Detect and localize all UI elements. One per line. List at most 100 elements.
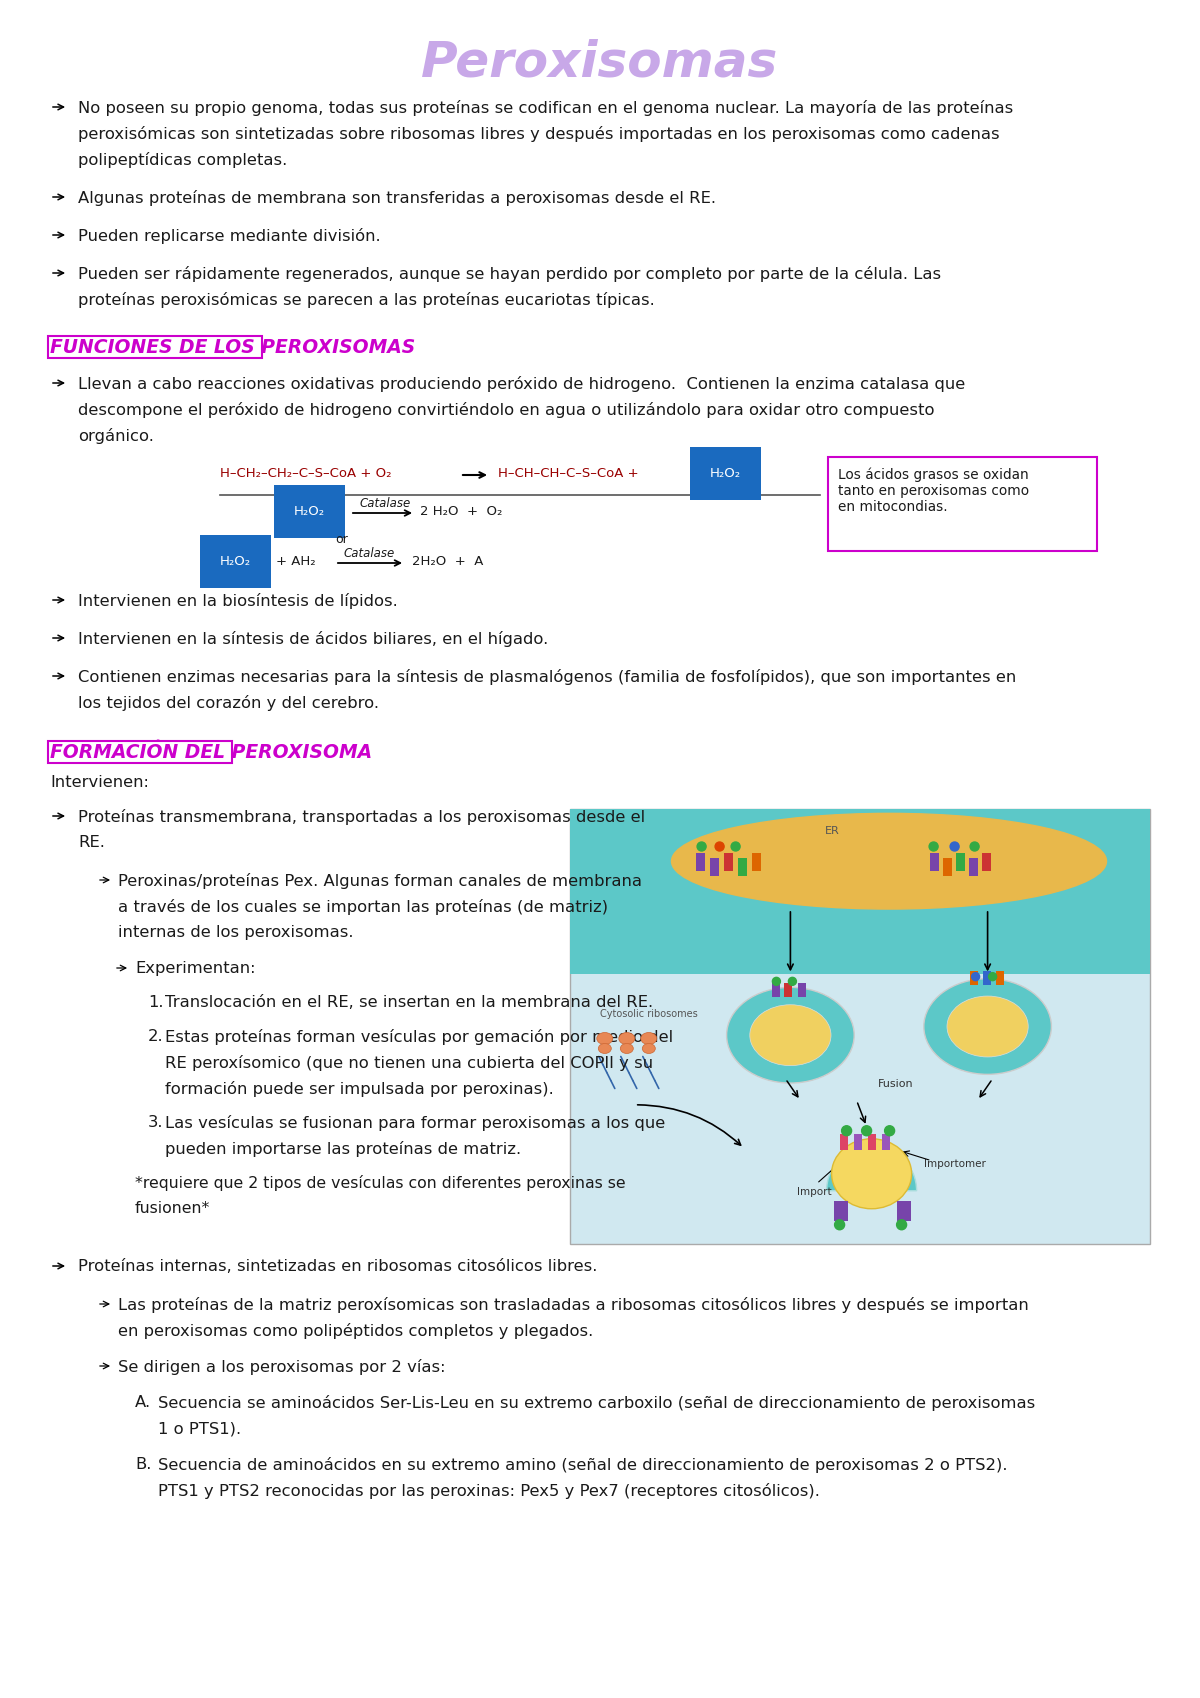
FancyBboxPatch shape bbox=[896, 1200, 911, 1221]
Text: Intervienen:: Intervienen: bbox=[50, 774, 149, 790]
Text: H₂O₂: H₂O₂ bbox=[294, 504, 325, 518]
Text: PTS1 y PTS2 reconocidas por las peroxinas: Pex5 y Pex7 (receptores citosólicos).: PTS1 y PTS2 reconocidas por las peroxina… bbox=[158, 1482, 820, 1499]
Text: Los ácidos grasos se oxidan
tanto en peroxisomas como
en mitocondias.: Los ácidos grasos se oxidan tanto en per… bbox=[838, 467, 1030, 514]
Text: formación puede ser impulsada por peroxinas).: formación puede ser impulsada por peroxi… bbox=[166, 1082, 553, 1097]
Text: H–CH₂–CH₂–C–S–CoA + O₂: H–CH₂–CH₂–C–S–CoA + O₂ bbox=[220, 467, 391, 481]
Ellipse shape bbox=[599, 1044, 611, 1053]
FancyBboxPatch shape bbox=[773, 983, 780, 997]
Text: descompone el peróxido de hidrogeno convirtiéndolo en agua o utilizándolo para o: descompone el peróxido de hidrogeno conv… bbox=[78, 402, 935, 418]
Text: + AH₂: + AH₂ bbox=[276, 555, 316, 569]
FancyBboxPatch shape bbox=[882, 1134, 889, 1150]
FancyBboxPatch shape bbox=[724, 852, 732, 871]
Text: Catalase: Catalase bbox=[343, 547, 395, 560]
Text: Secuencia se aminoácidos Ser-Lis-Leu en su extremo carboxilo (señal de direccion: Secuencia se aminoácidos Ser-Lis-Leu en … bbox=[158, 1396, 1036, 1411]
FancyBboxPatch shape bbox=[738, 857, 746, 876]
Text: Proteínas internas, sintetizadas en ribosomas citosólicos libres.: Proteínas internas, sintetizadas en ribo… bbox=[78, 1258, 598, 1274]
Circle shape bbox=[950, 842, 959, 851]
Text: ER: ER bbox=[826, 827, 840, 837]
Text: FORMACIÓN DEL PEROXISOMA: FORMACIÓN DEL PEROXISOMA bbox=[50, 744, 372, 762]
Text: Peroxisomas: Peroxisomas bbox=[421, 37, 779, 87]
Circle shape bbox=[884, 1126, 895, 1136]
FancyBboxPatch shape bbox=[570, 808, 1150, 1245]
Circle shape bbox=[989, 973, 996, 981]
FancyBboxPatch shape bbox=[983, 971, 991, 985]
Text: 1.: 1. bbox=[148, 995, 163, 1010]
Text: Experimentan:: Experimentan: bbox=[134, 961, 256, 976]
Text: peroxisómicas son sintetizadas sobre ribosomas libres y después importadas en lo: peroxisómicas son sintetizadas sobre rib… bbox=[78, 126, 1000, 143]
Text: 2.: 2. bbox=[148, 1029, 163, 1044]
FancyBboxPatch shape bbox=[996, 971, 1003, 985]
FancyBboxPatch shape bbox=[955, 852, 965, 871]
FancyBboxPatch shape bbox=[834, 1200, 847, 1221]
Text: Llevan a cabo reacciones oxidativas produciendo peróxido de hidrogeno.  Contiene: Llevan a cabo reacciones oxidativas prod… bbox=[78, 375, 965, 392]
Text: H–CH–CH–C–S–CoA +: H–CH–CH–C–S–CoA + bbox=[498, 467, 638, 481]
Text: Proteínas transmembrana, transportadas a los peroxisomas desde el: Proteínas transmembrana, transportadas a… bbox=[78, 808, 646, 825]
Text: fusionen*: fusionen* bbox=[134, 1200, 210, 1216]
Text: No poseen su propio genoma, todas sus proteínas se codifican en el genoma nuclea: No poseen su propio genoma, todas sus pr… bbox=[78, 100, 1013, 115]
Circle shape bbox=[972, 973, 979, 981]
Circle shape bbox=[731, 842, 740, 851]
Text: los tejidos del corazón y del cerebro.: los tejidos del corazón y del cerebro. bbox=[78, 694, 379, 711]
Text: Intervienen en la biosíntesis de lípidos.: Intervienen en la biosíntesis de lípidos… bbox=[78, 593, 397, 610]
Text: Import: Import bbox=[797, 1187, 832, 1197]
Text: Las vesículas se fusionan para formar peroxisomas a los que: Las vesículas se fusionan para formar pe… bbox=[166, 1116, 665, 1131]
Text: V₂: V₂ bbox=[976, 1019, 986, 1029]
FancyBboxPatch shape bbox=[968, 857, 978, 876]
Text: Intervienen en la síntesis de ácidos biliares, en el hígado.: Intervienen en la síntesis de ácidos bil… bbox=[78, 632, 548, 647]
Ellipse shape bbox=[596, 1032, 613, 1044]
Text: Las proteínas de la matriz peroxísomicas son trasladadas a ribosomas citosólicos: Las proteínas de la matriz peroxísomicas… bbox=[118, 1297, 1028, 1313]
FancyBboxPatch shape bbox=[798, 983, 806, 997]
Ellipse shape bbox=[750, 1005, 830, 1066]
Ellipse shape bbox=[947, 997, 1028, 1056]
Text: Pueden ser rápidamente regenerados, aunque se hayan perdido por completo por par: Pueden ser rápidamente regenerados, aunq… bbox=[78, 267, 941, 282]
Text: a través de los cuales se importan las proteínas (de matriz): a través de los cuales se importan las p… bbox=[118, 898, 608, 915]
FancyBboxPatch shape bbox=[943, 857, 952, 876]
Text: Importomer: Importomer bbox=[924, 1158, 985, 1168]
Text: B.: B. bbox=[134, 1457, 151, 1472]
Text: FUNCIONES DE LOS PEROXISOMAS: FUNCIONES DE LOS PEROXISOMAS bbox=[50, 338, 415, 357]
Circle shape bbox=[697, 842, 706, 851]
Text: H₂O₂: H₂O₂ bbox=[220, 555, 251, 569]
Ellipse shape bbox=[672, 813, 1106, 908]
FancyBboxPatch shape bbox=[982, 852, 991, 871]
FancyBboxPatch shape bbox=[868, 1134, 876, 1150]
Text: en peroxisomas como polipéptidos completos y plegados.: en peroxisomas como polipéptidos complet… bbox=[118, 1323, 593, 1340]
FancyBboxPatch shape bbox=[840, 1134, 847, 1150]
Text: Cytosolic ribosomes: Cytosolic ribosomes bbox=[600, 1009, 697, 1019]
Circle shape bbox=[970, 842, 979, 851]
Text: Pueden replicarse mediante división.: Pueden replicarse mediante división. bbox=[78, 228, 380, 245]
Text: internas de los peroxisomas.: internas de los peroxisomas. bbox=[118, 925, 354, 941]
FancyBboxPatch shape bbox=[570, 808, 1150, 975]
Circle shape bbox=[841, 1126, 852, 1136]
Ellipse shape bbox=[924, 978, 1051, 1075]
FancyBboxPatch shape bbox=[930, 852, 938, 871]
Text: 3.: 3. bbox=[148, 1116, 163, 1129]
Text: 1 o PTS1).: 1 o PTS1). bbox=[158, 1421, 241, 1437]
FancyBboxPatch shape bbox=[709, 857, 719, 876]
Text: pueden importarse las proteínas de matriz.: pueden importarse las proteínas de matri… bbox=[166, 1141, 521, 1156]
Text: Se dirigen a los peroxisomas por 2 vías:: Se dirigen a los peroxisomas por 2 vías: bbox=[118, 1358, 445, 1375]
Text: 2H₂O  +  A: 2H₂O + A bbox=[412, 555, 484, 569]
Circle shape bbox=[835, 1219, 845, 1229]
Circle shape bbox=[788, 978, 797, 985]
Text: or: or bbox=[335, 533, 348, 547]
Wedge shape bbox=[827, 1146, 917, 1190]
Text: *requiere que 2 tipos de vesículas con diferentes peroxinas se: *requiere que 2 tipos de vesículas con d… bbox=[134, 1175, 625, 1190]
Text: A.: A. bbox=[134, 1396, 151, 1409]
Text: 2 H₂O  +  O₂: 2 H₂O + O₂ bbox=[420, 504, 503, 518]
Text: 2: 2 bbox=[280, 504, 288, 518]
Circle shape bbox=[773, 978, 780, 985]
FancyBboxPatch shape bbox=[751, 852, 761, 871]
Circle shape bbox=[896, 1219, 907, 1229]
Text: Secuencia de aminoácidos en su extremo amino (señal de direccionamiento de perox: Secuencia de aminoácidos en su extremo a… bbox=[158, 1457, 1008, 1472]
Ellipse shape bbox=[642, 1044, 655, 1053]
FancyBboxPatch shape bbox=[785, 983, 792, 997]
Text: proteínas peroxisómicas se parecen a las proteínas eucariotas típicas.: proteínas peroxisómicas se parecen a las… bbox=[78, 292, 655, 307]
Ellipse shape bbox=[832, 1139, 912, 1209]
Ellipse shape bbox=[620, 1044, 634, 1053]
Circle shape bbox=[862, 1126, 871, 1136]
Circle shape bbox=[715, 842, 724, 851]
Text: H₂O₂: H₂O₂ bbox=[710, 467, 742, 481]
Text: Algunas proteínas de membrana son transferidas a peroxisomas desde el RE.: Algunas proteínas de membrana son transf… bbox=[78, 190, 716, 205]
FancyBboxPatch shape bbox=[828, 457, 1097, 550]
